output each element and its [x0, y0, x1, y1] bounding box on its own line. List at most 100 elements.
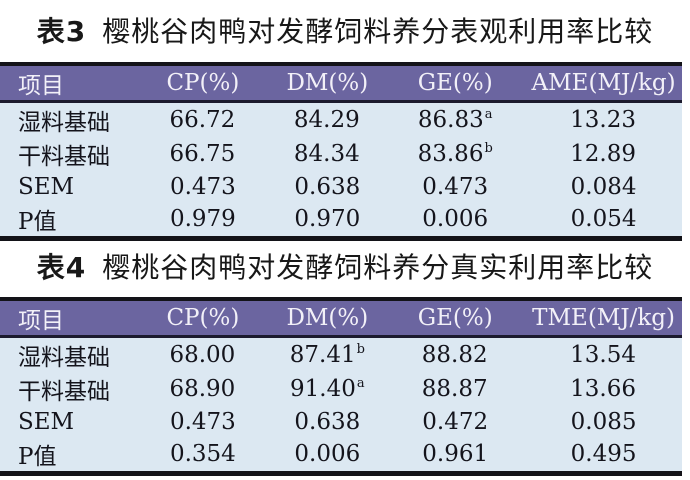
cell-value: 0.961 [422, 441, 489, 467]
cell-ge: 0.472 [385, 406, 525, 437]
table-row: 湿料基础 68.00 87.41b 88.82 13.54 [0, 337, 682, 373]
row-label: 干料基础 [18, 144, 110, 170]
cell-value: 0.970 [294, 206, 361, 232]
table-row: P值 0.354 0.006 0.961 0.495 [0, 437, 682, 474]
table4-col-cp: CP(%) [136, 299, 270, 338]
row-label: SEM [18, 173, 75, 200]
cell-dm: 0.638 [269, 406, 385, 437]
table4-label: 表4 [36, 251, 87, 284]
cell-value: 66.72 [169, 107, 236, 133]
cell-tme: 0.495 [525, 437, 682, 474]
cell-value: 86.83 [417, 107, 484, 133]
cell-value: 87.41 [289, 342, 356, 368]
table-row: SEM 0.473 0.638 0.472 0.085 [0, 406, 682, 437]
cell-ame: 0.084 [525, 171, 682, 202]
cell-dm: 0.638 [269, 171, 385, 202]
cell-ge: 0.961 [385, 437, 525, 474]
cell-ge: 88.82 [385, 337, 525, 373]
table4-col-item: 项目 [0, 299, 137, 338]
superscript: b [356, 342, 365, 358]
cell-ge: 86.83a [385, 102, 525, 138]
cell-cp: 0.979 [136, 202, 269, 239]
cell-cp: 66.75 [136, 137, 269, 171]
cell-value: 0.638 [294, 173, 361, 200]
table4: 项目 CP(%) DM(%) GE(%) TME(MJ/kg) 湿料基础 68.… [0, 297, 682, 476]
table3-container: 项目 CP(%) DM(%) GE(%) AME(MJ/kg) 湿料基础 66.… [0, 62, 682, 241]
cell-value: 0.054 [570, 206, 637, 232]
cell-cp: 66.72 [136, 102, 269, 138]
cell-tme: 0.085 [525, 406, 682, 437]
table3-title-text: 樱桃谷肉鸭对发酵饲料养分表观利用率比较 [102, 15, 654, 48]
cell-cp: 68.00 [136, 337, 269, 373]
cell-value: 0.473 [169, 173, 236, 200]
cell-ge: 0.006 [385, 202, 525, 239]
cell-value: 84.34 [293, 141, 360, 167]
cell-dm: 0.970 [269, 202, 385, 239]
cell-value: 12.89 [570, 141, 636, 167]
cell-value: 0.473 [422, 173, 489, 200]
table4-col-tme: TME(MJ/kg) [525, 299, 682, 338]
superscript: b [484, 141, 493, 157]
table3-col-cp: CP(%) [136, 64, 270, 103]
cell-value: 91.40 [290, 376, 356, 402]
table-row: 湿料基础 66.72 84.29 86.83a 13.23 [0, 102, 682, 138]
cell-tme: 13.66 [525, 372, 682, 406]
cell-dm: 91.40a [269, 372, 385, 406]
table4-title-text: 樱桃谷肉鸭对发酵饲料养分真实利用率比较 [102, 251, 654, 284]
cell-value: 68.90 [169, 376, 236, 402]
cell-ge: 83.86b [385, 137, 525, 171]
cell-cp: 68.90 [136, 372, 269, 406]
cell-value: 0.473 [169, 408, 236, 435]
row-label: P值 [18, 444, 57, 470]
table4-header-row: 项目 CP(%) DM(%) GE(%) TME(MJ/kg) [0, 299, 682, 338]
cell-dm: 87.41b [269, 337, 385, 373]
cell-ame: 0.054 [525, 202, 682, 239]
cell-value: 88.82 [421, 342, 488, 368]
cell-tme: 13.54 [525, 337, 682, 373]
cell-value: 0.085 [570, 408, 637, 435]
table3-title: 表3 樱桃谷肉鸭对发酵饲料养分表观利用率比较 [0, 14, 690, 51]
cell-dm: 84.34 [269, 137, 385, 171]
cell-dm: 0.006 [269, 437, 385, 474]
row-label: 湿料基础 [18, 345, 110, 371]
cell-cp: 0.354 [136, 437, 269, 474]
table3-col-item: 项目 [0, 64, 137, 103]
row-label: P值 [18, 209, 57, 235]
cell-cp: 0.473 [136, 406, 269, 437]
cell-value: 0.472 [422, 408, 489, 435]
cell-value: 13.54 [570, 342, 636, 368]
table4-col-dm: DM(%) [269, 299, 386, 338]
superscript: a [356, 376, 365, 392]
table3-col-ame: AME(MJ/kg) [525, 64, 682, 103]
table4-container: 项目 CP(%) DM(%) GE(%) TME(MJ/kg) 湿料基础 68.… [0, 297, 682, 476]
cell-value: 88.87 [421, 376, 488, 402]
cell-value: 0.006 [422, 206, 489, 232]
cell-ame: 13.23 [525, 102, 682, 138]
table-row: 干料基础 66.75 84.34 83.86b 12.89 [0, 137, 682, 171]
cell-ame: 12.89 [525, 137, 682, 171]
table3-col-ge: GE(%) [385, 64, 526, 103]
table3-header-row: 项目 CP(%) DM(%) GE(%) AME(MJ/kg) [0, 64, 682, 103]
table-row: 干料基础 68.90 91.40a 88.87 13.66 [0, 372, 682, 406]
cell-value: 0.495 [570, 441, 637, 467]
table-row: P值 0.979 0.970 0.006 0.054 [0, 202, 682, 239]
cell-ge: 88.87 [385, 372, 525, 406]
cell-value: 0.979 [169, 206, 236, 232]
table-row: SEM 0.473 0.638 0.473 0.084 [0, 171, 682, 202]
cell-value: 0.084 [570, 173, 637, 200]
cell-cp: 0.473 [136, 171, 269, 202]
table3-col-dm: DM(%) [269, 64, 386, 103]
row-label: 干料基础 [18, 379, 110, 405]
cell-value: 84.29 [293, 107, 360, 133]
superscript: a [484, 107, 493, 123]
cell-value: 13.66 [570, 376, 636, 402]
row-label: 湿料基础 [18, 110, 110, 136]
table3: 项目 CP(%) DM(%) GE(%) AME(MJ/kg) 湿料基础 66.… [0, 62, 682, 241]
cell-value: 83.86 [417, 141, 484, 167]
table4-title: 表4 樱桃谷肉鸭对发酵饲料养分真实利用率比较 [0, 250, 690, 287]
cell-value: 13.23 [570, 107, 636, 133]
row-label: SEM [18, 408, 75, 435]
cell-value: 66.75 [169, 141, 236, 167]
cell-value: 68.00 [169, 342, 236, 368]
